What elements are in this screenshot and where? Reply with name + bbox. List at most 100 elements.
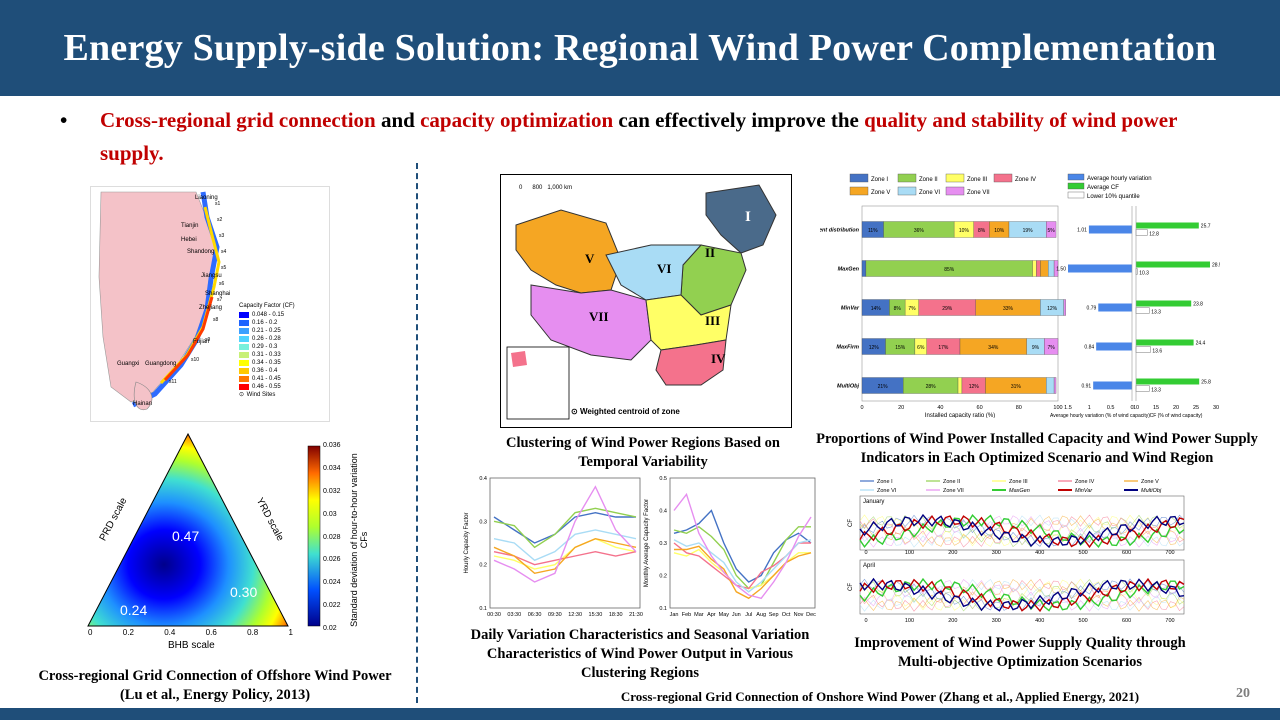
tick: 0	[88, 628, 93, 637]
cf-bar	[1136, 261, 1210, 268]
bar-segment	[1053, 377, 1057, 394]
colorbar-tick: 0.036	[323, 442, 341, 449]
time-panel-label: April	[863, 563, 875, 569]
time-series-line	[859, 578, 1185, 612]
indicator-legend-label: Average hourly variation	[1087, 176, 1152, 182]
cf-legend-swatch	[239, 320, 249, 326]
cf-legend-swatch	[239, 368, 249, 374]
line-chart-svg: 0.40.30.20.100:30 03:30 06:30 09:30 12:30 15:…	[464, 476, 816, 618]
x-tick-label: Oct	[782, 612, 791, 618]
time-legend-label: MinVar	[1075, 488, 1093, 494]
page-number: 20	[1236, 686, 1250, 701]
cf-value: 24.4	[1196, 341, 1206, 347]
y-tick-label: 0.2	[659, 574, 667, 580]
time-x-tick: 400	[1035, 618, 1044, 624]
bar-value-label: 11%	[868, 228, 878, 234]
cf-legend-label: 0.36 - 0.4	[252, 368, 278, 374]
legend-swatch	[897, 186, 917, 196]
time-series-line	[859, 578, 1185, 612]
cf-x-tick: 30	[1213, 405, 1219, 411]
y-tick-label: 0.3	[479, 519, 487, 525]
cf-legend-item: 0.34 - 0.35	[239, 359, 325, 367]
colorbar-title: Standard deviation of hour-to-hour varia…	[349, 453, 369, 627]
scale-label: 1,000 km	[547, 185, 573, 191]
map-label-hebei: Hebei	[181, 237, 197, 243]
cf-legend-label: 0.21 - 0.25	[252, 328, 281, 334]
x-tick-label: 00:30	[487, 612, 501, 618]
map-label-zhejiang: Zhejiang	[199, 305, 223, 311]
y-tick-label: 0.2	[479, 563, 487, 569]
legend-label: Zone V	[871, 190, 890, 196]
quantile-bar	[1135, 307, 1150, 314]
time-series-line	[859, 515, 1185, 549]
var-x-tick: 1.5	[1064, 405, 1072, 411]
time-legend-label: Zone III	[1009, 479, 1028, 485]
quantile-value: 13.3	[1151, 388, 1161, 394]
category-label: MinVar	[841, 306, 860, 312]
legend-swatch	[849, 186, 869, 196]
colorbar-tick: 0.026	[323, 556, 341, 564]
legend-label: Zone IV	[1015, 177, 1036, 183]
time-x-tick: 100	[905, 618, 914, 624]
zone-map-legend-label: Weighted centroid of zone	[579, 407, 680, 416]
zone-map-legend: ⊙ Weighted centroid of zone	[571, 407, 680, 416]
time-y-label: CF	[848, 583, 854, 591]
time-x-tick: 300	[992, 550, 1001, 556]
x-tick-label: Nov	[794, 612, 804, 618]
zone-line-charts: 0.4 0.3 0.2 0.1 00:30 03:30 06:30 09:30 12:30 15:…	[452, 472, 822, 622]
cf-legend-items: 0.048 - 0.15 0.16 - 0.2 0.21 - 0.25 0.26 - …	[239, 311, 325, 391]
variation-bar	[1093, 381, 1132, 390]
tick: 0.2	[122, 628, 134, 637]
legend-swatch	[945, 186, 965, 196]
cf-legend-swatch	[239, 352, 249, 358]
legend-swatch	[945, 173, 965, 183]
cf-legend-swatch	[239, 384, 249, 390]
site-label: s5	[221, 265, 227, 271]
quantile-value: 13.6	[1152, 349, 1162, 355]
cf-legend-label: 0.16 - 0.2	[252, 320, 278, 326]
cf-legend-swatch	[239, 328, 249, 334]
ternary-annotation: 0.24	[120, 602, 148, 618]
cf-legend-label: 0.46 - 0.55	[252, 384, 281, 390]
quantile-bar	[1135, 229, 1148, 236]
cf-value: 28.5	[1212, 263, 1220, 269]
zone-map-caption: Clustering of Wind Power Regions Based o…	[506, 435, 780, 470]
colorbar-tick: 0.03	[323, 510, 337, 518]
y-tick-label: 0.4	[479, 476, 487, 482]
cf-legend-label: 0.41 - 0.45	[252, 376, 281, 382]
x-tick-label: 18:30	[609, 612, 623, 618]
slide-title: Energy Supply-side Solution: Regional Wi…	[63, 27, 1217, 69]
bar-value-label: 15%	[895, 345, 906, 351]
cf-x-label: CF (% of wind capacity)	[1150, 413, 1203, 418]
bar-segment	[1046, 221, 1057, 238]
time-x-tick: 400	[1035, 550, 1044, 556]
time-legend-label: MaxGen	[1009, 488, 1030, 494]
bar-x-tick: 20	[898, 405, 904, 411]
indicator-legend-swatch	[1067, 173, 1085, 181]
offshore-cf-map: Liaoning Tianjin Hebei Shandong Jiangsu …	[90, 186, 330, 422]
bar-segment	[1040, 260, 1049, 277]
y-tick-label: 0.4	[659, 509, 667, 515]
time-panel-label: January	[863, 499, 884, 505]
series-line-zone-vii	[493, 485, 637, 583]
cf-legend-swatch	[239, 312, 249, 318]
bar-value-label: 34%	[988, 345, 999, 351]
bar-value-label: 12%	[1047, 306, 1058, 312]
zone-label: II	[705, 245, 716, 260]
bar-value-label: 14%	[871, 306, 882, 312]
cf-legend-title: Capacity Factor (CF)	[239, 303, 295, 309]
bar-value-label: 10%	[959, 228, 970, 234]
time-series-line	[859, 514, 1185, 547]
x-tick-label: 12:30	[568, 612, 582, 618]
cf-x-tick: 15	[1153, 405, 1159, 411]
map-label-guangdong: Guangdong	[145, 361, 177, 367]
x-tick-label: Jun	[732, 612, 741, 618]
category-label: MaxGen	[838, 267, 860, 273]
zone-label: VI	[657, 261, 672, 276]
variation-value: 1.50	[1056, 267, 1066, 273]
bar-chart-caption: Proportions of Wind Power Installed Capa…	[816, 431, 1258, 466]
map-label-liaoning: Liaoning	[195, 195, 218, 201]
bar-x-tick: 100	[1053, 405, 1062, 411]
time-x-tick: 500	[1079, 550, 1088, 556]
time-series-line	[859, 577, 1185, 612]
